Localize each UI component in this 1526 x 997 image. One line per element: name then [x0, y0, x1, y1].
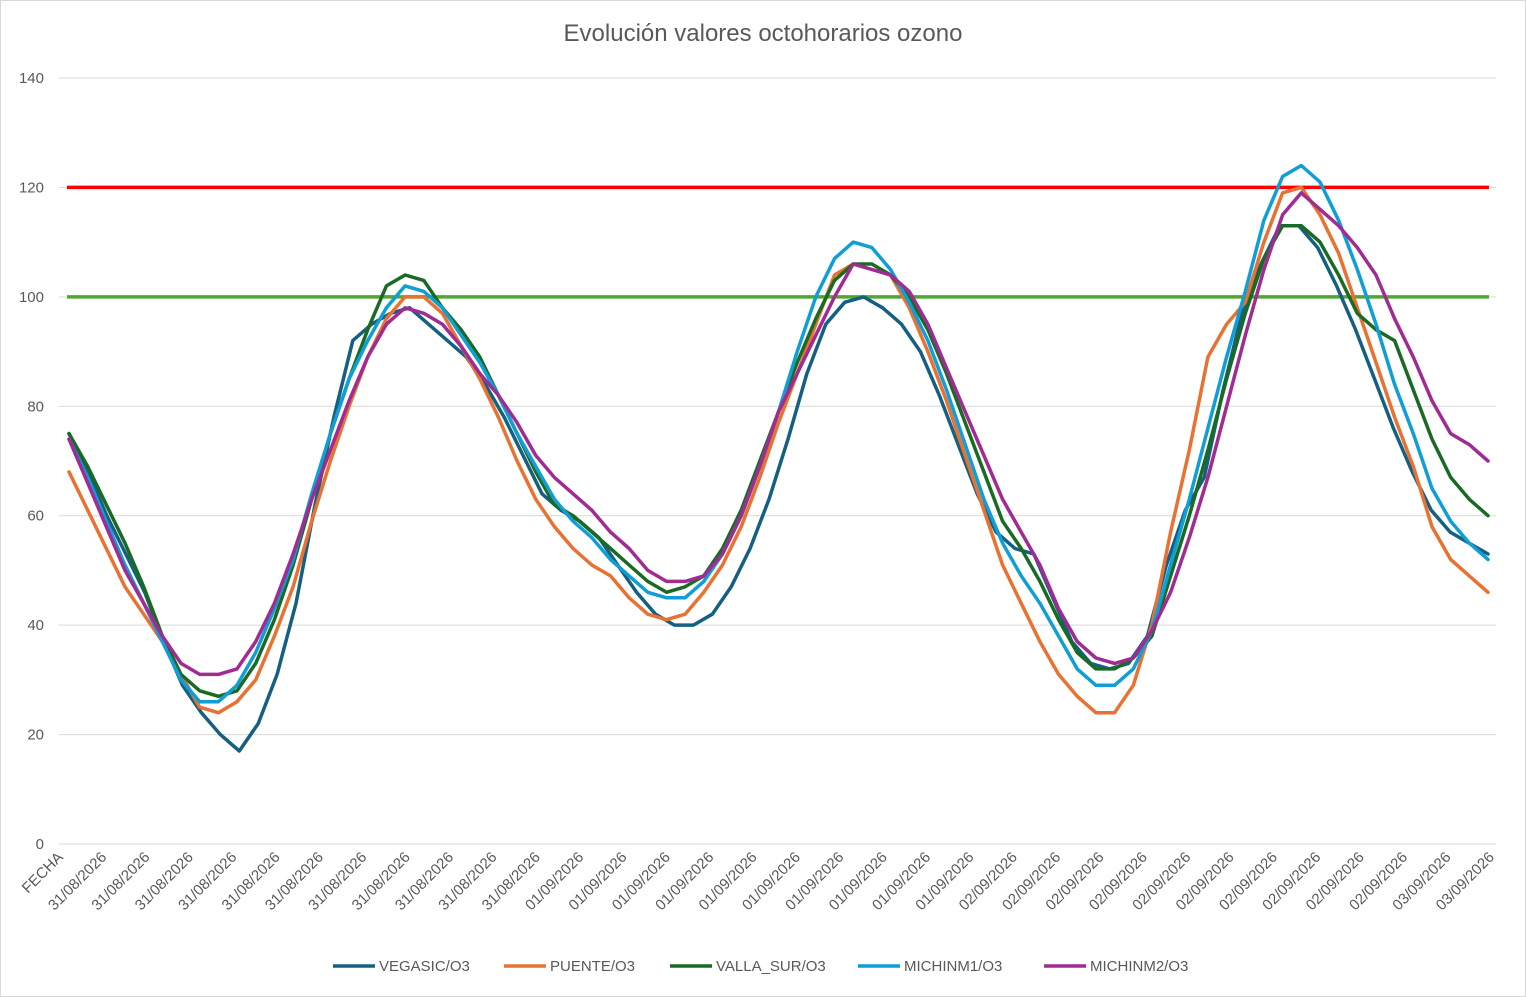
legend-label: MICHINM1/O3 [904, 958, 1002, 975]
y-tick-label: 0 [36, 836, 44, 853]
y-tick-label: 60 [27, 508, 44, 525]
series-line [67, 185, 1490, 715]
y-tick-label: 40 [27, 617, 44, 634]
legend: VEGASIC/O3 PUENTE/O3 VALLA_SUR/O3 MICHINM1/… [333, 958, 1188, 975]
legend-label: VEGASIC/O3 [379, 958, 470, 975]
legend-label: PUENTE/O3 [550, 958, 635, 975]
y-tick-label: 120 [19, 179, 44, 196]
series-line [67, 223, 1490, 753]
legend-label: VALLA_SUR/O3 [716, 958, 826, 975]
y-tick-label: 100 [19, 289, 44, 306]
gridlines [59, 77, 1496, 845]
reference-lines [67, 185, 1489, 299]
y-tick-label: 80 [27, 398, 44, 415]
series-lines [67, 163, 1490, 753]
y-axis-tick-labels: 0 20 40 60 80 100 120 140 [19, 70, 44, 853]
x-axis-tick-labels: FECHA31/08/202631/08/202631/08/202631/08… [19, 849, 1498, 914]
series-line [67, 191, 1490, 677]
legend-label: MICHINM2/O3 [1090, 958, 1188, 975]
y-tick-label: 20 [27, 727, 44, 744]
chart-title: Evolución valores octohorarios ozono [563, 20, 963, 47]
y-tick-label: 140 [19, 70, 44, 87]
